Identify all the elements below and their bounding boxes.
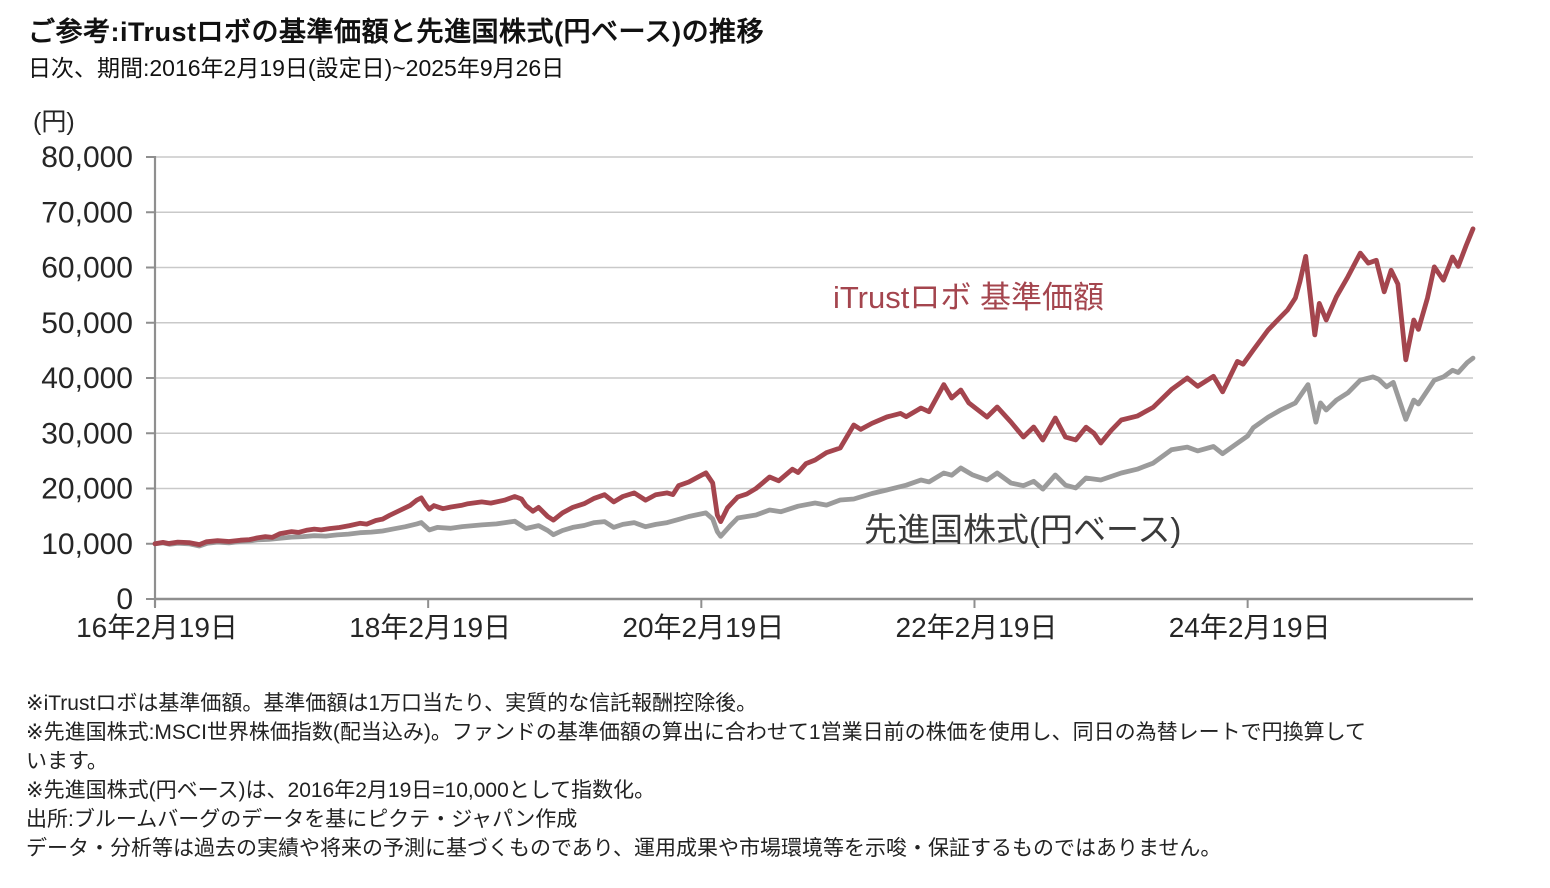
x-tick-label: 22年2月19日 [896,612,1058,643]
footnotes: ※iTrustロボは基準価額。基準価額は1万口当たり、実質的な信託報酬控除後。 … [26,689,1366,863]
y-axis-unit-label: (円) [33,108,75,136]
y-tick-label: 0 [116,583,133,616]
tick-label-layer: 0 10,000 20,000 30,000 40,000 50,000 60,000 70,… [41,141,1330,643]
series-layer [152,226,1476,549]
x-tick-label: 16年2月19日 [76,612,238,643]
line-chart: 0 10,000 20,000 30,000 40,000 50,000 60,000 70,… [33,108,1476,643]
series-label-itrust-robo: iTrustロボ 基準価額 [833,280,1104,315]
page-title: ご参考:iTrustロボの基準価額と先進国株式(円ベース)の推移 [28,17,765,47]
y-tick-label: 80,000 [41,141,133,174]
series-line-itrust-robo [152,226,1476,547]
grid-layer [155,156,1473,545]
page-subtitle: 日次、期間:2016年2月19日(設定日)~2025年9月26日 [28,55,565,81]
y-tick-label: 10,000 [41,528,133,561]
y-tick-label: 20,000 [41,473,133,506]
y-tick-label: 60,000 [41,252,133,285]
footnote-line: ※先進国株式:MSCI世界株価指数(配当込み)。ファンドの基準価額の算出に合わせ… [26,721,1366,744]
footnote-line: データ・分析等は過去の実績や将来の予測に基づくものであり、運用成果や市場環境等を… [26,837,1222,860]
footnote-line: います。 [26,750,108,773]
axis-layer [146,156,1473,608]
footnote-line: ※iTrustロボは基準価額。基準価額は1万口当たり、実質的な信託報酬控除後。 [26,692,758,715]
x-tick-label: 20年2月19日 [622,612,784,643]
y-tick-label: 30,000 [41,417,133,450]
series-line-developed-stocks [152,355,1476,549]
footnote-line: 出所:ブルームバーグのデータを基にピクテ・ジャパン作成 [26,808,578,831]
footnote-line: ※先進国株式(円ベース)は、2016年2月19日=10,000として指数化。 [26,779,656,802]
x-tick-label: 24年2月19日 [1169,612,1331,643]
x-tick-label: 18年2月19日 [349,612,511,643]
y-tick-label: 40,000 [41,362,133,395]
y-tick-label: 70,000 [41,196,133,229]
series-label-developed-stocks: 先進国株式(円ベース) [864,511,1181,548]
y-tick-label: 50,000 [41,307,133,340]
